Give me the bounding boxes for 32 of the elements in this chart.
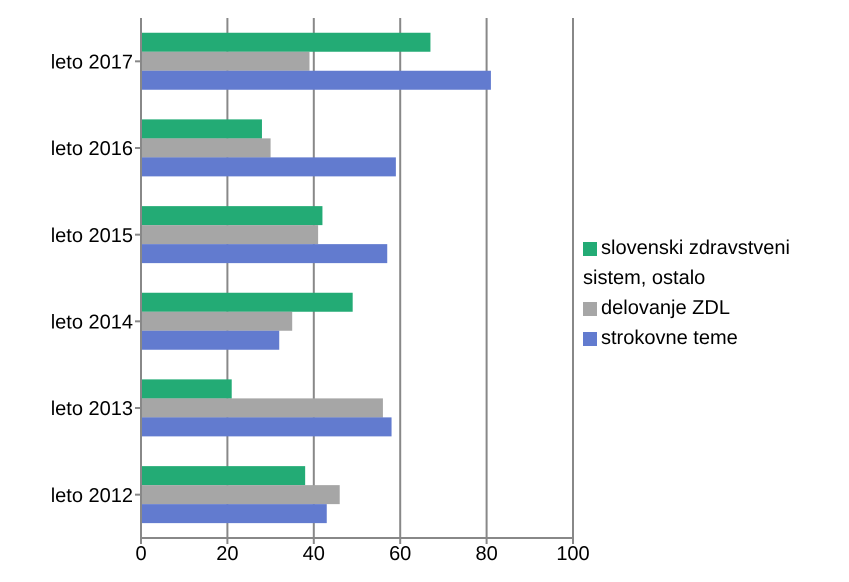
x-tick-label: 100	[556, 543, 590, 566]
legend-label: strokovne teme	[601, 327, 738, 349]
y-tick-label: leto 2012	[50, 484, 133, 507]
y-tick-label: leto 2013	[50, 398, 133, 420]
x-tick-label: 20	[216, 543, 239, 566]
bar	[141, 119, 262, 138]
y-tick-label: leto 2016	[50, 138, 133, 160]
bar	[141, 32, 430, 52]
legend-label: delovanje ZDL	[601, 297, 730, 319]
bar	[141, 138, 271, 158]
bar	[141, 379, 232, 398]
bar	[141, 292, 353, 312]
x-tick-label: 40	[302, 543, 325, 566]
y-tick-label: leto 2017	[50, 51, 133, 74]
x-tick-label: 60	[389, 543, 412, 566]
bar	[141, 398, 383, 418]
bar	[141, 52, 310, 71]
x-tick-label: 0	[135, 543, 147, 566]
bar	[141, 504, 327, 524]
bar	[141, 244, 388, 264]
x-tick-label: 80	[475, 543, 498, 566]
y-tick-label: leto 2014	[50, 311, 133, 334]
bar	[141, 70, 491, 90]
bar	[141, 330, 280, 350]
bar	[141, 225, 318, 244]
bar	[141, 157, 396, 176]
y-tick-label: leto 2015	[50, 224, 133, 247]
bar	[141, 206, 322, 226]
bar	[141, 312, 292, 331]
bar	[141, 485, 340, 504]
bar	[141, 466, 306, 486]
bar	[141, 417, 392, 436]
